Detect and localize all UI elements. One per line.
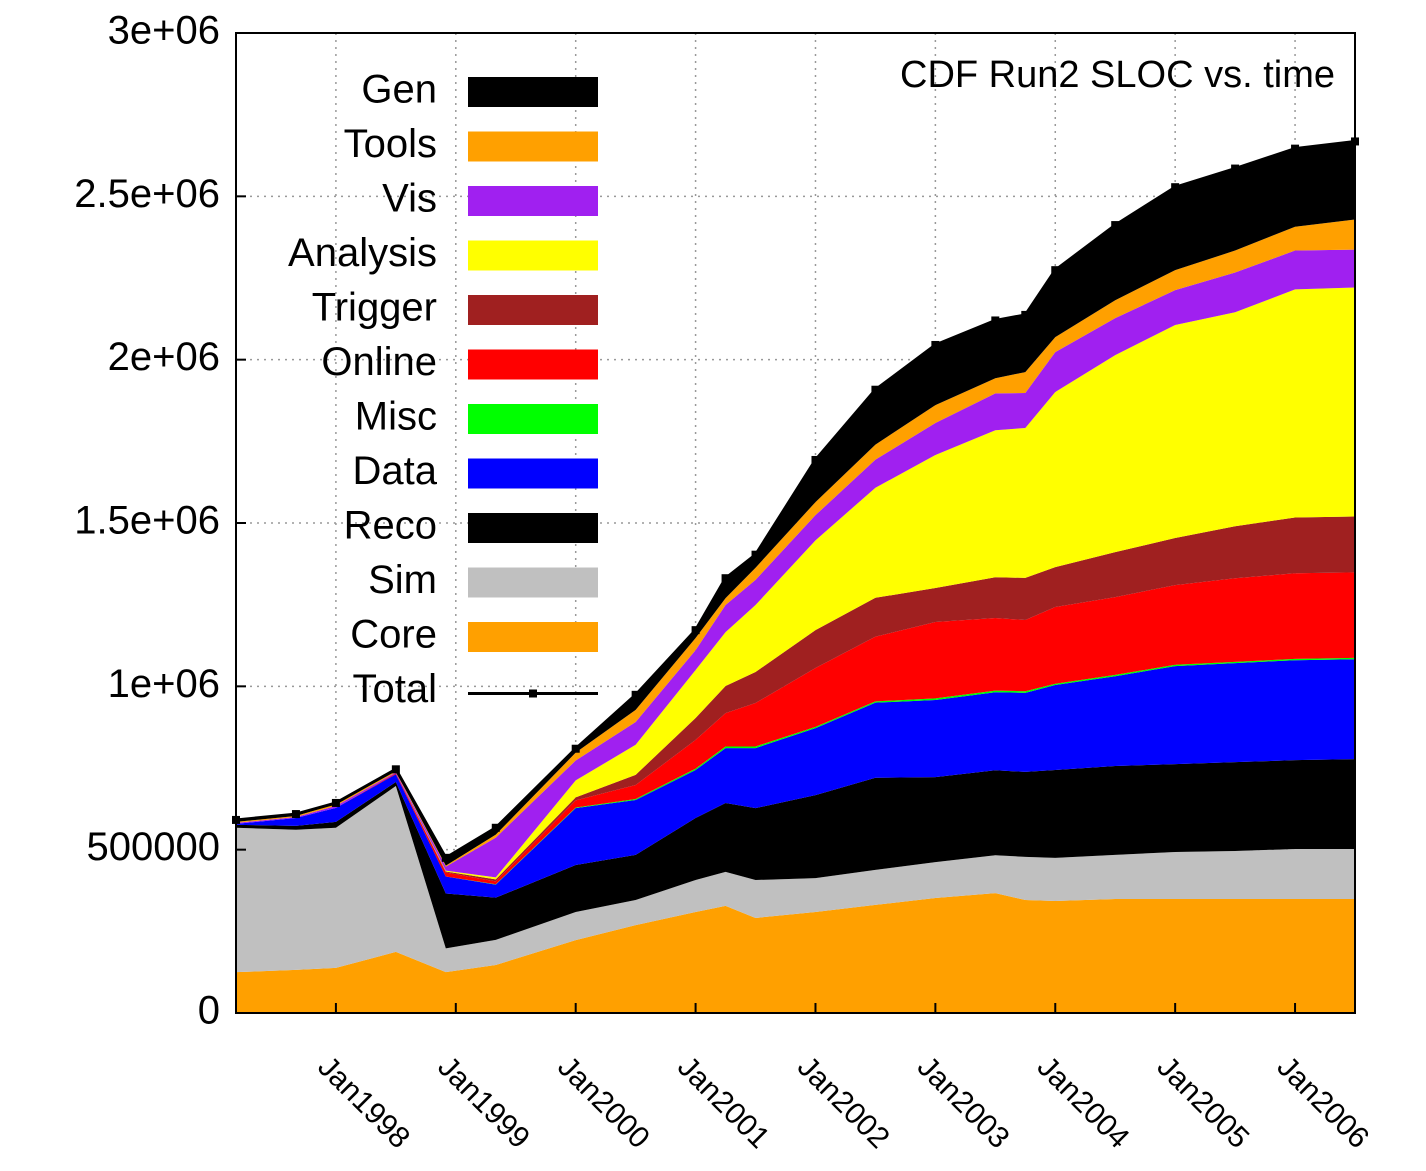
total-point [691,626,700,635]
x-tick-label: Jan2004 [1031,1050,1136,1155]
total-point [491,823,500,832]
legend-swatch [468,295,598,325]
total-point [1021,310,1030,319]
total-point [1171,183,1180,192]
total-point [871,385,880,394]
total-point [571,744,580,753]
y-tick-label: 3e+06 [108,9,220,53]
total-point [1231,164,1240,173]
areas [232,137,1359,1013]
legend-swatch [468,622,598,652]
legend-label: Analysis [288,231,437,275]
legend-swatch [468,131,598,162]
legend-swatch [468,77,598,107]
area [236,785,1355,973]
total-point [1051,266,1060,275]
total-point [991,316,1000,325]
chart-title: CDF Run2 SLOC vs. time [900,54,1335,96]
x-tick-label: Jan2005 [1151,1050,1256,1155]
total-point [391,765,400,774]
area [236,572,1355,885]
y-tick-label: 0 [198,989,220,1033]
legend-label: Reco [344,504,437,548]
total-point [721,574,730,583]
total-point [291,810,300,819]
x-tick-label: Jan2000 [551,1050,656,1155]
total-point [441,853,450,862]
legend-label: Sim [368,558,437,602]
area [236,287,1355,880]
legend-label: Trigger [312,286,437,330]
legend-swatch [468,186,598,216]
total-point [1111,221,1120,230]
x-tick-label: Jan1998 [311,1050,416,1155]
legend-label: Online [321,340,437,384]
legend-swatch [468,404,598,434]
plot-frame [235,32,1356,1014]
legend-label: Total [353,667,438,711]
y-tick-label: 1e+06 [108,662,220,706]
total-point [931,340,940,349]
total-point [631,690,640,699]
x-tick-label: Jan2001 [671,1050,776,1155]
legend-label: Core [350,613,437,657]
total-point [331,798,340,807]
area [236,516,1355,882]
y-tick-label: 500000 [87,825,220,869]
legend: Gen Tools Vis Analysis Trigger Online Misc Data… [288,68,598,711]
legend-label: Data [353,449,438,493]
legend-point [529,689,537,698]
total-point [751,550,760,559]
total-line [235,139,1356,860]
x-tick-label: Jan2006 [1271,1050,1376,1155]
legend-label: Gen [361,68,437,112]
area [236,659,1355,898]
area [236,759,1355,949]
area [236,141,1355,866]
area [236,893,1355,1013]
y-tick-label: 1.5e+06 [74,499,220,543]
y-tick-label: 2.5e+06 [74,172,220,216]
x-tick-label: Jan2003 [911,1050,1016,1155]
legend-swatch [468,349,598,380]
x-tick-label: Jan2002 [791,1050,896,1155]
legend-label: Vis [382,177,437,221]
legend-swatch [468,513,598,543]
legend-label: Misc [355,395,437,439]
legend-swatch [468,458,598,489]
legend-swatch [468,240,598,271]
total-point [1291,144,1300,153]
legend-label: Tools [344,122,437,166]
total-point [811,455,820,464]
legend-swatch [468,567,598,598]
y-tick-label: 2e+06 [108,335,220,379]
x-tick-label: Jan1999 [431,1050,536,1155]
